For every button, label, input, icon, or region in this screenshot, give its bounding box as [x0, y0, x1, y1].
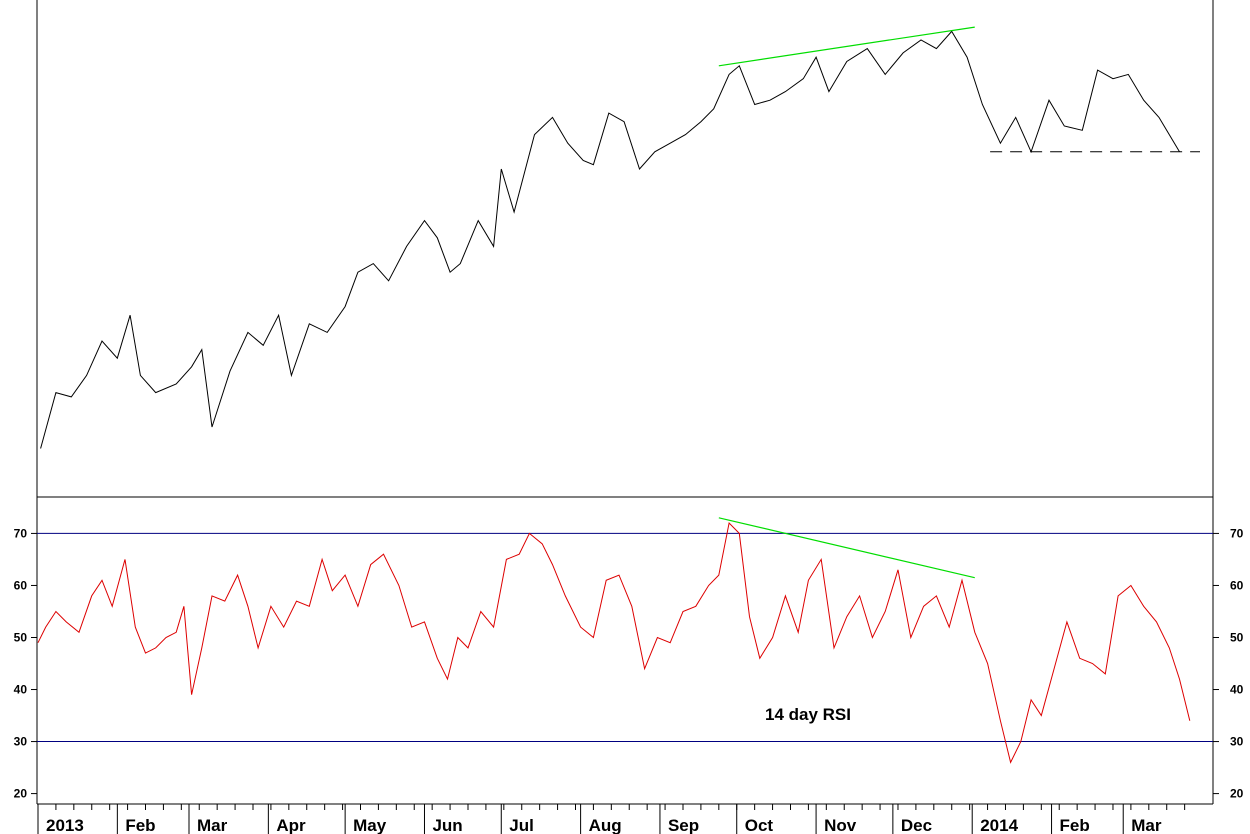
rsi-reference-lines [37, 532, 1213, 743]
rsi-tick-label-left: 70 [14, 526, 28, 540]
x-tick-label: Oct [745, 816, 774, 834]
x-tick-label: Jun [432, 816, 462, 834]
price-series-line [40, 30, 1180, 449]
rsi-series-line [37, 521, 1191, 764]
rsi-annotation: 14 day RSI [765, 705, 851, 724]
x-tick-label: Apr [276, 816, 306, 834]
rsi-tick-label-right: 40 [1230, 683, 1244, 697]
rsi-tick-label-left: 60 [14, 578, 28, 592]
x-tick-label: Nov [824, 816, 857, 834]
x-axis-ticks: 2013 Feb Mar Apr May Jun Jul Aug Sep Oct Nov Dec 201… [37, 804, 1186, 834]
rsi-tick-label-left: 20 [14, 787, 28, 801]
rsi-tick-label-left: 50 [14, 630, 28, 644]
price-panel [40, 26, 1200, 449]
x-tick-label: Mar [1131, 816, 1162, 834]
rsi-tick-label-right: 50 [1230, 630, 1244, 644]
x-tick-label: Mar [197, 816, 228, 834]
x-tick-label: Jul [509, 816, 534, 834]
price-trend-line [718, 26, 975, 67]
x-tick-label: Feb [1060, 816, 1090, 834]
rsi-tick-label-left: 40 [14, 683, 28, 697]
rsi-tick-label-right: 60 [1230, 578, 1244, 592]
rsi-tick-label-left: 30 [14, 735, 28, 749]
rsi-panel [37, 517, 1191, 764]
x-tick-label: Dec [901, 816, 932, 834]
rsi-trend-line [718, 517, 975, 579]
x-tick-label: May [353, 816, 387, 834]
x-tick-label: Feb [125, 816, 155, 834]
x-tick-label: 2014 [980, 816, 1018, 834]
rsi-tick-label-right: 30 [1230, 735, 1244, 749]
rsi-tick-label-right: 70 [1230, 526, 1244, 540]
rsi-tick-label-right: 20 [1230, 787, 1244, 801]
x-tick-label: Sep [668, 816, 699, 834]
x-tick-label: Aug [589, 816, 622, 834]
rsi-y-ticks: 20 20 30 30 40 40 50 50 60 60 70 70 [14, 526, 1244, 800]
x-tick-label: 2013 [46, 816, 84, 834]
